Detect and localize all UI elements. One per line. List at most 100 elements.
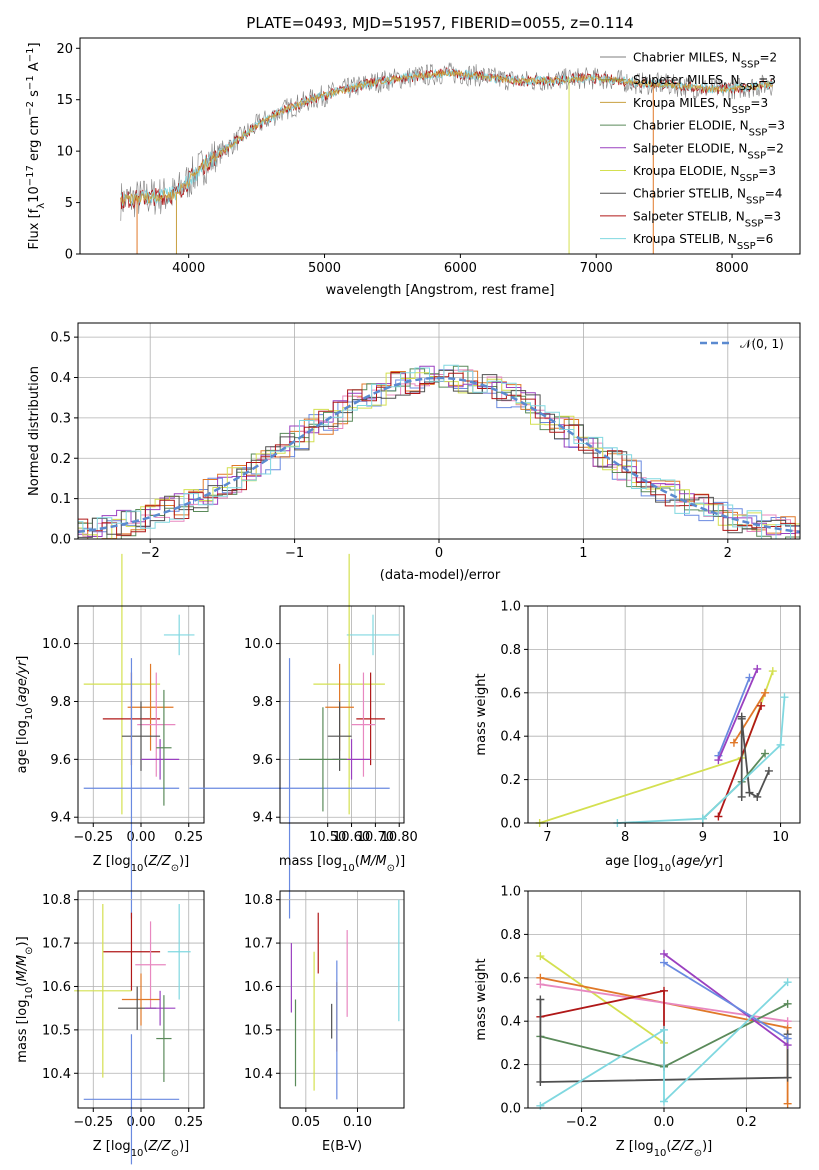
weight-marker <box>745 788 754 797</box>
x-tick-label: 0.0 <box>654 1115 675 1130</box>
x-tick-label: −0.2 <box>566 1115 598 1130</box>
weight-marker <box>768 667 777 676</box>
x-tick-label: −0.25 <box>73 830 113 845</box>
y-tick-label: 0.6 <box>500 971 521 986</box>
x-tick-label: 0.25 <box>174 1115 203 1130</box>
axes-frame <box>527 605 801 824</box>
y-tick-label: 10.7 <box>42 937 71 952</box>
y-tick-label: 0.0 <box>500 817 521 832</box>
y-tick-label: 0.4 <box>500 1015 521 1030</box>
y-tick-label: 15 <box>56 93 73 108</box>
legend-entry: Chabrier ELODIE, NSSP=3 <box>633 119 785 139</box>
weight-series-line <box>717 677 751 757</box>
y-tick-label: 9.6 <box>252 753 273 768</box>
legend-entry: Salpeter MILES, NSSP=3 <box>633 73 776 93</box>
x-tick-label: 7000 <box>580 261 613 276</box>
weight-marker <box>757 701 766 710</box>
x-tick-label: −1 <box>285 546 304 561</box>
y-tick-label: 10.4 <box>244 1067 273 1082</box>
y-tick-label: 9.8 <box>252 695 273 710</box>
x-tick-label: 8000 <box>716 261 749 276</box>
x-tick-label: 0.00 <box>127 1115 156 1130</box>
weight-marker <box>783 1073 792 1082</box>
x-tick-label: 0.25 <box>174 830 203 845</box>
weight-marker <box>714 756 723 765</box>
weight-series-line <box>539 955 665 1044</box>
y-tick-label: 5 <box>65 196 73 211</box>
weight-series-line <box>663 953 789 1046</box>
weight-marker <box>714 812 723 821</box>
weight-series-line <box>717 705 762 817</box>
y-tick-label: 10.7 <box>244 937 273 952</box>
weight-marker <box>536 1101 545 1110</box>
x-tick-label: 10.80 <box>381 830 418 845</box>
y-tick-label: 10.5 <box>42 1023 71 1038</box>
y-tick-label: 0 <box>65 248 73 263</box>
legend-entry: Salpeter STELIB, NSSP=3 <box>633 209 781 229</box>
x-tick-label: 7 <box>543 830 551 845</box>
x-axis-label: Z [log10(Z/Z⊙)] <box>616 1139 713 1159</box>
weight-marker <box>783 999 792 1008</box>
spectrum-panel: 4000 5000 6000 7000 8000 0 5 10 15 20 wavelength [… <box>25 37 801 298</box>
weight-series-line <box>539 981 789 1107</box>
histogram-step <box>78 369 800 538</box>
y-tick-label: 1.0 <box>500 600 521 615</box>
y-tick-label: 0.0 <box>500 1102 521 1117</box>
x-tick-label: 2 <box>724 546 732 561</box>
y-tick-label: 0.0 <box>50 533 71 548</box>
y-tick-label: 10.0 <box>244 637 273 652</box>
x-tick-label: 9 <box>699 830 707 845</box>
legend-entry: 𝒩(0, 1) <box>740 337 784 351</box>
x-axis-label: Z [log10(Z/Z⊙)] <box>93 1139 190 1159</box>
x-axis-label: E(B-V) <box>322 1139 362 1154</box>
x-tick-label: 4000 <box>172 261 205 276</box>
axes-frame <box>279 605 405 824</box>
y-tick-label: 0.4 <box>50 371 71 386</box>
legend-entry: Chabrier MILES, NSSP=2 <box>633 51 777 71</box>
weight-marker <box>783 1099 792 1108</box>
weight-series-line <box>740 718 770 799</box>
weight-marker <box>660 1025 668 1034</box>
y-tick-label: 9.8 <box>50 695 71 710</box>
y-tick-label: 0.3 <box>50 411 71 426</box>
axes-frame <box>77 890 205 1109</box>
x-tick-label: 10.70 <box>357 830 394 845</box>
x-tick-label: 5000 <box>308 261 341 276</box>
y-tick-label: 9.4 <box>252 811 273 826</box>
weight-marker <box>536 952 545 961</box>
weight-series-line <box>733 692 766 744</box>
y-tick-label: 0.8 <box>500 643 521 658</box>
axes-frame <box>279 890 405 1109</box>
y-tick-label: 10 <box>56 145 73 160</box>
x-tick-label: 0.2 <box>736 1115 757 1130</box>
weight-marker <box>761 749 770 758</box>
x-axis-label: age [log10(age/yr] <box>605 854 723 874</box>
legend-entry: Salpeter ELODIE, NSSP=2 <box>633 141 784 161</box>
x-tick-label: 0 <box>435 546 443 561</box>
legend-entry: Kroupa ELODIE, NSSP=3 <box>633 164 776 184</box>
y-tick-label: 0.5 <box>50 331 71 346</box>
y-tick-label: 10.8 <box>244 893 273 908</box>
histogram-step <box>78 364 800 540</box>
weight-series-line <box>539 670 774 824</box>
weight-marker <box>660 958 668 967</box>
weight-marker <box>783 1034 792 1043</box>
y-tick-label: 9.6 <box>50 753 71 768</box>
weight-vs-age-panel: 7 8 9 10 0.0 0.2 0.4 0.6 0.8 1.0 age [log10(age/yr… <box>474 600 801 874</box>
weight-series-line <box>717 668 759 761</box>
y-tick-label: 0.8 <box>500 928 521 943</box>
y-tick-label: 0.2 <box>50 452 71 467</box>
y-axis-label: mass [log10(M/M⊙)] <box>15 936 35 1062</box>
normal-curve <box>77 376 801 534</box>
x-tick-label: 10 <box>772 830 789 845</box>
weight-marker <box>753 664 762 673</box>
weight-marker <box>536 995 545 1004</box>
weight-marker <box>783 1017 792 1026</box>
axes-frame <box>77 605 205 824</box>
legend-entry: Kroupa STELIB, NSSP=6 <box>633 232 773 252</box>
axes-frame <box>527 890 801 1109</box>
axes-frame <box>79 37 801 255</box>
x-tick-label: 0.05 <box>291 1115 320 1130</box>
